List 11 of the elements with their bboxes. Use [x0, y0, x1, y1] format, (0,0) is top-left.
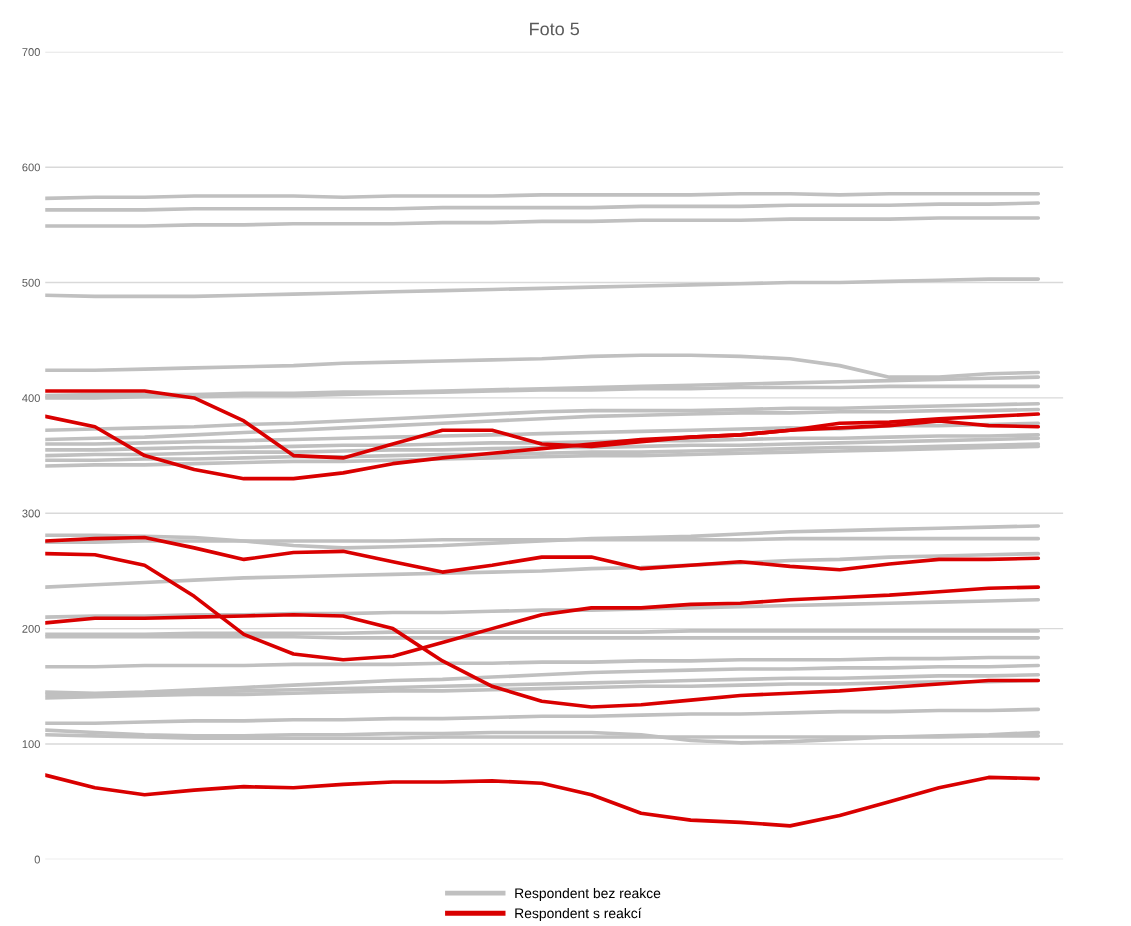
- y-tick-label: 0: [34, 855, 40, 864]
- y-tick-label: 300: [22, 509, 40, 518]
- y-tick-label: 600: [22, 163, 40, 172]
- y-tick-label: 500: [22, 278, 40, 287]
- legend-label: Respondent s reakcí: [515, 907, 642, 921]
- y-tick-label: 200: [22, 624, 40, 633]
- chart-title: Foto 5: [530, 22, 580, 36]
- legend-label: Respondent bez reakce: [515, 887, 661, 901]
- y-tick-label: 100: [22, 740, 40, 749]
- y-tick-label: 700: [22, 48, 40, 56]
- y-tick-label: 400: [22, 394, 40, 403]
